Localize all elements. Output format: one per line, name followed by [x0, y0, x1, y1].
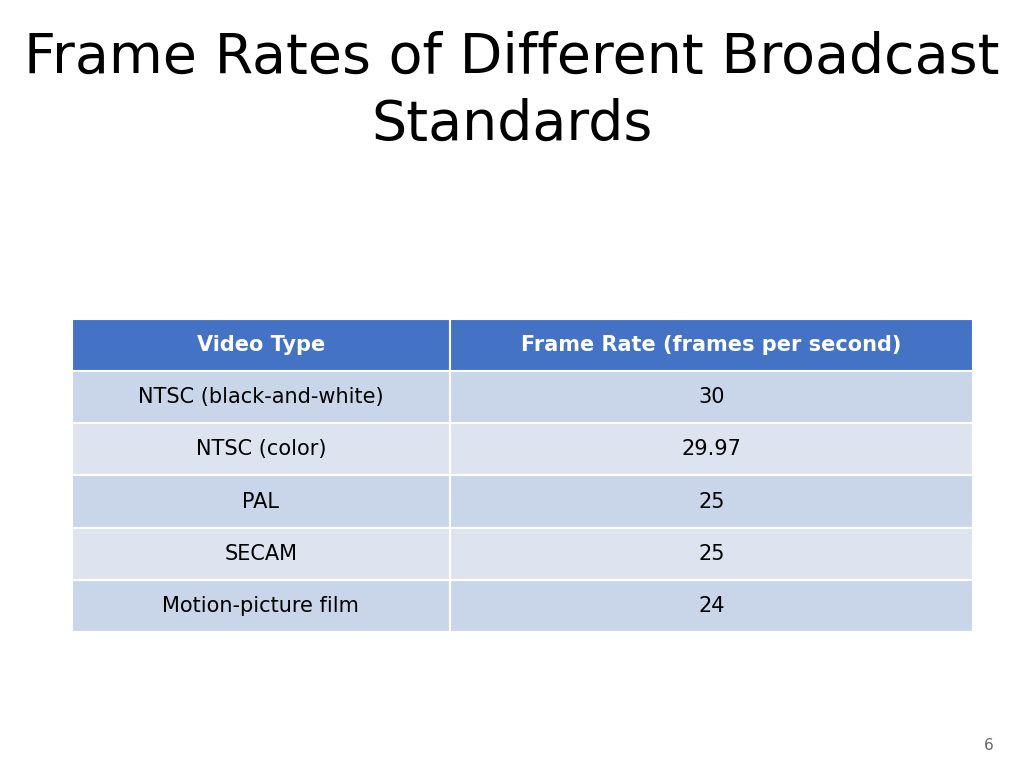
Text: 25: 25	[698, 544, 725, 564]
Text: Frame Rate (frames per second): Frame Rate (frames per second)	[521, 335, 902, 355]
Text: SECAM: SECAM	[224, 544, 297, 564]
Text: 30: 30	[698, 387, 725, 407]
Text: 6: 6	[983, 737, 993, 753]
Text: NTSC (color): NTSC (color)	[196, 439, 327, 459]
Text: Frame Rates of Different Broadcast
Standards: Frame Rates of Different Broadcast Stand…	[25, 31, 999, 151]
Text: NTSC (black-and-white): NTSC (black-and-white)	[138, 387, 384, 407]
Text: Video Type: Video Type	[197, 335, 325, 355]
Text: 24: 24	[698, 596, 725, 616]
Text: 25: 25	[698, 492, 725, 511]
Text: PAL: PAL	[243, 492, 280, 511]
Text: 29.97: 29.97	[682, 439, 741, 459]
Text: Motion-picture film: Motion-picture film	[163, 596, 359, 616]
